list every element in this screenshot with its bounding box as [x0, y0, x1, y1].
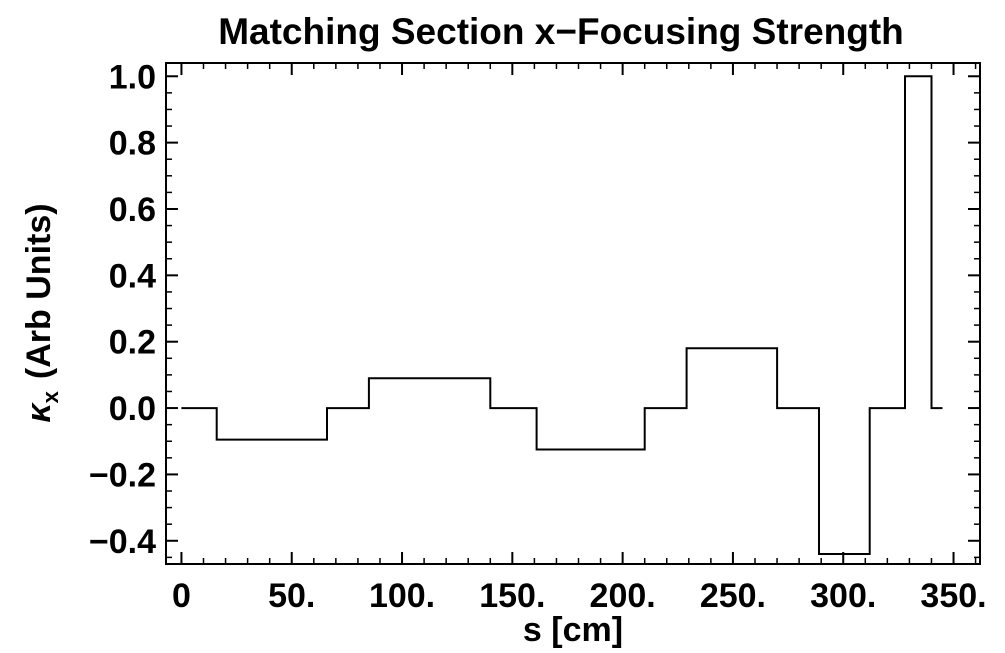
x-tick-label: 300.: [810, 577, 876, 615]
y-tick-label: 0.6: [109, 191, 156, 229]
y-axis-label-symbol: κ: [20, 402, 58, 423]
x-tick-label: 150.: [479, 577, 545, 615]
y-axis-label-text: (Arb Units): [20, 203, 58, 379]
y-axis-label-subscript: x: [38, 390, 63, 403]
x-tick-label: 0: [172, 577, 191, 615]
x-tick-label: 200.: [590, 577, 656, 615]
y-axis-label: κx (Arb Units): [20, 203, 63, 422]
y-tick-label: −0.2: [89, 456, 156, 494]
plot-area-frame: [165, 62, 981, 565]
y-tick-label: 0.2: [109, 324, 156, 362]
y-tick-label: 0.8: [109, 125, 156, 163]
y-tick-label: 0.4: [109, 257, 156, 295]
x-tick-label: 350.: [920, 577, 986, 615]
series-group: [181, 75, 943, 555]
series-line: [181, 75, 943, 555]
x-tick-label: 50.: [268, 577, 315, 615]
x-tick-label: 250.: [700, 577, 766, 615]
x-axis-label: s [cm]: [523, 611, 623, 649]
y-tick-label: 0.0: [109, 390, 156, 428]
chart-title: Matching Section x−Focusing Strength: [218, 11, 904, 52]
x-tick-label: 100.: [369, 577, 435, 615]
axis-ticks: [166, 63, 980, 564]
y-tick-label: 1.0: [109, 58, 156, 96]
x-axis-tick-labels: 0 50. 100. 150. 200. 250. 300. 350.: [172, 577, 987, 615]
y-tick-label: −0.4: [89, 523, 156, 561]
y-axis-tick-labels: 1.0 0.8 0.6 0.4 0.2 0.0 −0.2 −0.4: [89, 58, 156, 561]
